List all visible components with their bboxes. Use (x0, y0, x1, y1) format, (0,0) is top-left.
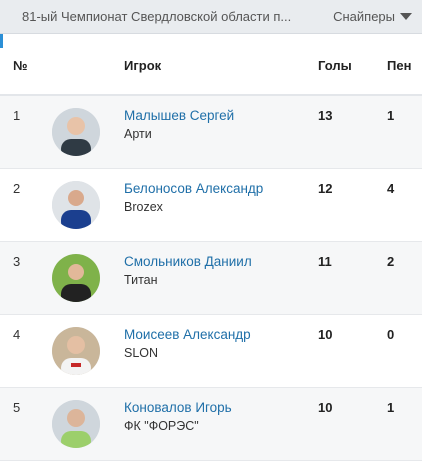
table-row: 3 Смольников Даниил Титан 11 2 (0, 242, 422, 315)
player-avatar[interactable] (52, 181, 100, 229)
player-name-link[interactable]: Коновалов Игорь (124, 400, 232, 415)
player-avatar[interactable] (52, 400, 100, 448)
row-number: 1 (13, 108, 21, 123)
player-avatar[interactable] (52, 327, 100, 375)
top-bar: 81-ый Чемпионат Свердловской области п..… (0, 0, 422, 33)
header-player: Игрок (124, 58, 162, 73)
player-team: ФК "ФОРЭС" (124, 419, 199, 433)
player-team: Арти (124, 127, 152, 141)
player-avatar[interactable] (52, 108, 100, 156)
goals-value: 12 (318, 181, 333, 196)
stat-selector-label: Снайперы (333, 9, 395, 24)
row-number: 3 (13, 254, 21, 269)
player-name-link[interactable]: Смольников Даниил (124, 254, 252, 269)
goals-value: 13 (318, 108, 333, 123)
header-num: № (13, 58, 28, 73)
table-row: 4 Моисеев Александр SLON 10 0 (0, 315, 422, 388)
row-number: 5 (13, 400, 21, 415)
table-row: 1 Малышев Сергей Арти 13 1 (0, 96, 422, 169)
table-row: 2 Белоносов Александр Brozex 12 4 (0, 169, 422, 242)
player-name-link[interactable]: Белоносов Александр (124, 181, 264, 196)
goals-value: 11 (318, 254, 332, 269)
header-pen: Пен (387, 58, 412, 73)
table-header: № Игрок Голы Пен (0, 34, 422, 96)
stat-selector[interactable]: Снайперы (333, 9, 412, 24)
player-name-link[interactable]: Моисеев Александр (124, 327, 251, 342)
tournament-title[interactable]: 81-ый Чемпионат Свердловской области п..… (22, 9, 292, 24)
row-number: 4 (13, 327, 21, 342)
pen-value: 4 (387, 181, 395, 196)
player-team: Brozex (124, 200, 163, 214)
scorers-table: № Игрок Голы Пен 1 Малышев Сергей Арти 1… (0, 33, 422, 461)
goals-value: 10 (318, 400, 333, 415)
goals-value: 10 (318, 327, 333, 342)
pen-value: 0 (387, 327, 395, 342)
header-goals: Голы (318, 58, 352, 73)
row-number: 2 (13, 181, 21, 196)
chevron-down-icon (400, 13, 412, 20)
player-team: Титан (124, 273, 158, 287)
pen-value: 1 (387, 400, 395, 415)
table-row: 5 Коновалов Игорь ФК "ФОРЭС" 10 1 (0, 388, 422, 461)
player-team: SLON (124, 346, 159, 360)
player-name-link[interactable]: Малышев Сергей (124, 108, 235, 123)
player-avatar[interactable] (52, 254, 100, 302)
pen-value: 2 (387, 254, 395, 269)
pen-value: 1 (387, 108, 395, 123)
